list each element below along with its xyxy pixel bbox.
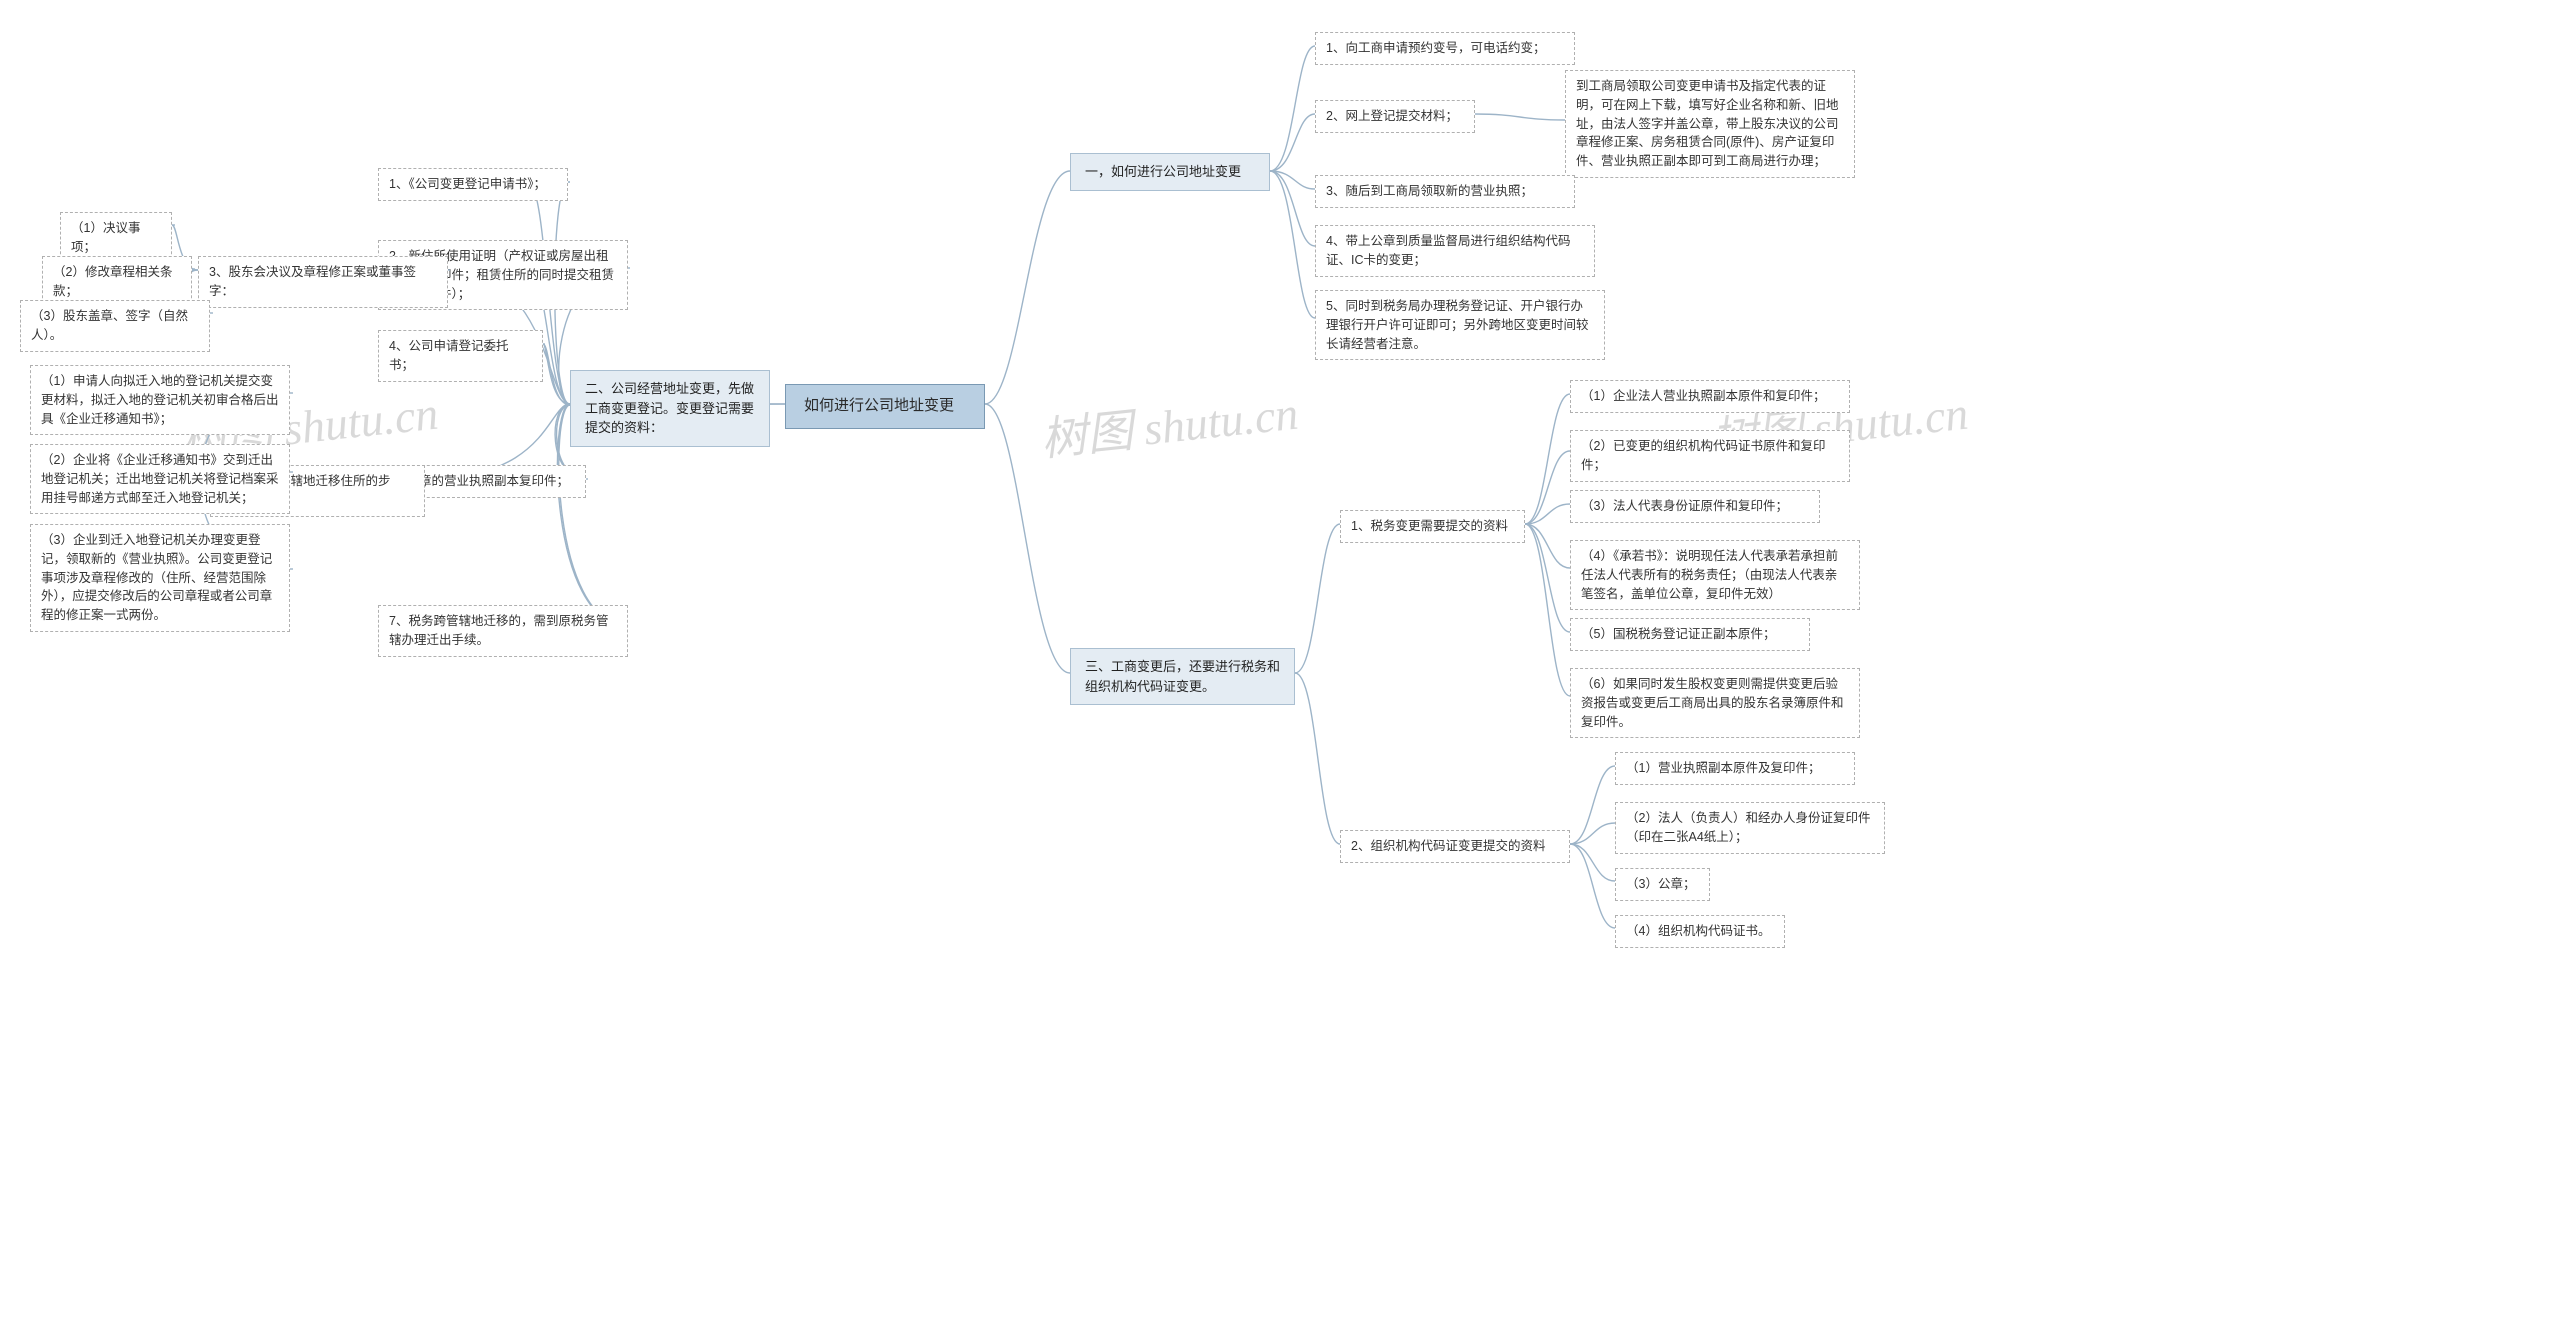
branch-1: 一，如何进行公司地址变更 bbox=[1070, 153, 1270, 191]
leaf-b3c1c: （3）法人代表身份证原件和复印件； bbox=[1570, 490, 1820, 523]
leaf-b1c3: 3、随后到工商局领取新的营业执照； bbox=[1315, 175, 1575, 208]
leaf-b2c4: 4、公司申请登记委托书； bbox=[378, 330, 543, 382]
leaf-b2c3: 3、股东会决议及章程修正案或董事签字： bbox=[198, 256, 448, 308]
branch-2: 二、公司经营地址变更，先做工商变更登记。变更登记需要提交的资料： bbox=[570, 370, 770, 447]
leaf-b3c2a: （1）营业执照副本原件及复印件； bbox=[1615, 752, 1855, 785]
mindmap-root: 如何进行公司地址变更 bbox=[785, 384, 985, 429]
leaf-b2c6c: （3）企业到迁入地登记机关办理变更登记，领取新的《营业执照》。公司变更登记事项涉… bbox=[30, 524, 290, 632]
leaf-b1c1: 1、向工商申请预约变号，可电话约变； bbox=[1315, 32, 1575, 65]
leaf-b1c2: 2、网上登记提交材料； bbox=[1315, 100, 1475, 133]
leaf-b3c1f: （6）如果同时发生股权变更则需提供变更后验资报告或变更后工商局出具的股东名录簿原… bbox=[1570, 668, 1860, 738]
leaf-b3c2d: （4）组织机构代码证书。 bbox=[1615, 915, 1785, 948]
leaf-b2c6a: （1）申请人向拟迁入地的登记机关提交变更材料，拟迁入地的登记机关初审合格后出具《… bbox=[30, 365, 290, 435]
leaf-b1c5: 5、同时到税务局办理税务登记证、开户银行办理银行开户许可证即可；另外跨地区变更时… bbox=[1315, 290, 1605, 360]
branch-3: 三、工商变更后，还要进行税务和组织机构代码证变更。 bbox=[1070, 648, 1295, 705]
leaf-b1c2a: 到工商局领取公司变更申请书及指定代表的证明，可在网上下载，填写好企业名称和新、旧… bbox=[1565, 70, 1855, 178]
leaf-b1c4: 4、带上公章到质量监督局进行组织结构代码证、IC卡的变更； bbox=[1315, 225, 1595, 277]
leaf-b3c1: 1、税务变更需要提交的资料 bbox=[1340, 510, 1525, 543]
leaf-b3c2b: （2）法人（负责人）和经办人身份证复印件（印在二张A4纸上）； bbox=[1615, 802, 1885, 854]
leaf-b3c1b: （2）已变更的组织机构代码证书原件和复印件； bbox=[1570, 430, 1850, 482]
leaf-b2c6b: （2）企业将《企业迁移通知书》交到迁出地登记机关；迁出地登记机关将登记档案采用挂… bbox=[30, 444, 290, 514]
leaf-b3c1d: （4）《承若书》：说明现任法人代表承若承担前任法人代表所有的税务责任；（由现法人… bbox=[1570, 540, 1860, 610]
leaf-b3c1e: （5）国税税务登记证正副本原件； bbox=[1570, 618, 1810, 651]
leaf-b3c2: 2、组织机构代码证变更提交的资料 bbox=[1340, 830, 1570, 863]
leaf-b2c1: 1、《公司变更登记申请书》； bbox=[378, 168, 568, 201]
watermark: 树图 shutu.cn bbox=[1037, 377, 1301, 470]
leaf-b2c7: 7、税务跨管辖地迁移的，需到原税务管辖办理迁出手续。 bbox=[378, 605, 628, 657]
leaf-b3c1a: （1）企业法人营业执照副本原件和复印件； bbox=[1570, 380, 1850, 413]
leaf-b3c2c: （3）公章； bbox=[1615, 868, 1710, 901]
leaf-b2c3c: （3）股东盖章、签字（自然人）。 bbox=[20, 300, 210, 352]
